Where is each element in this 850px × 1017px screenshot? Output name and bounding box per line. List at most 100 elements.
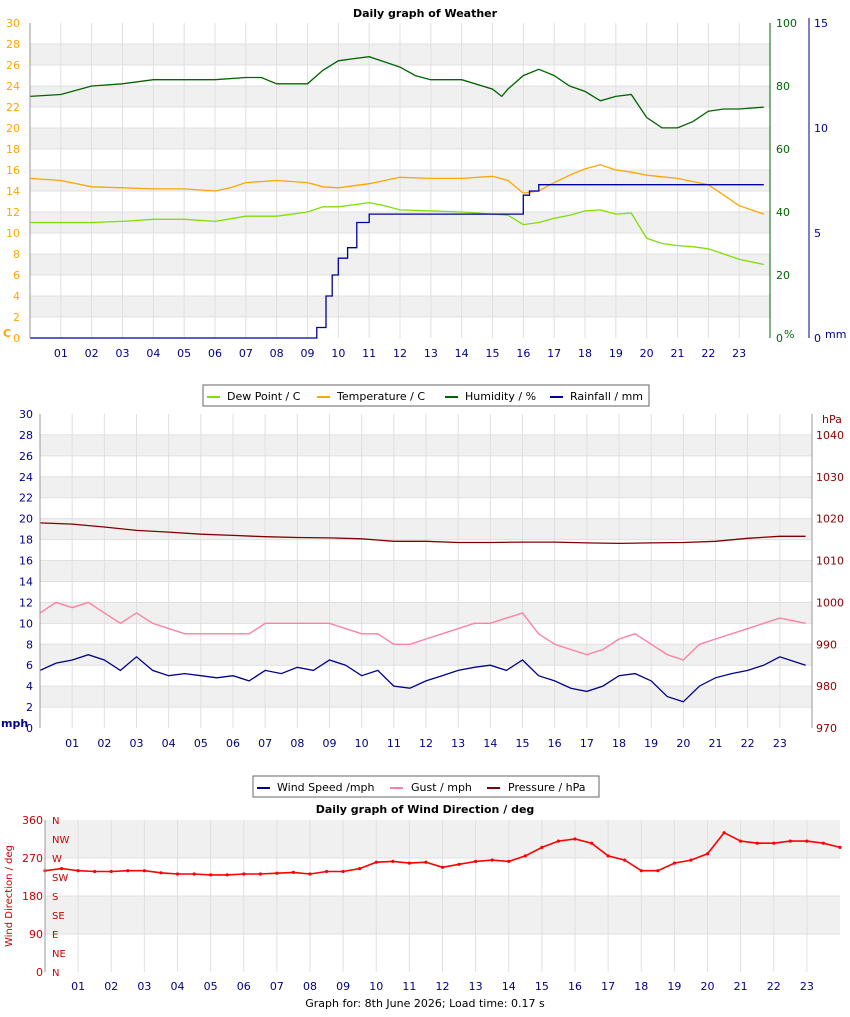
y-tick-label: 90 — [29, 928, 43, 941]
compass-label: NW — [52, 835, 69, 846]
compass-label: SE — [52, 911, 65, 922]
x-tick-label: 06 — [237, 980, 251, 993]
x-tick-label: 22 — [767, 980, 781, 993]
series-line-rainfall — [30, 184, 764, 339]
y-tick-label-pressure: 980 — [816, 680, 837, 693]
y-tick-label-left: 0 — [13, 332, 20, 345]
x-tick-label: 01 — [65, 737, 79, 750]
y-unit-humidity: % — [784, 328, 794, 341]
y-tick-label-left: 26 — [6, 59, 20, 72]
y-tick-label-rain: 0 — [814, 332, 821, 345]
x-tick-label: 01 — [71, 980, 85, 993]
x-tick-label: 16 — [568, 980, 582, 993]
y-tick-label-left: 30 — [6, 17, 20, 30]
y-tick-label-left: 20 — [19, 513, 33, 526]
y-tick-label-left: 0 — [26, 722, 33, 735]
legend-label-rainfall: Rainfall / mm — [570, 390, 643, 403]
weather-legend: Dew Point / C Temperature / C Humidity /… — [202, 384, 650, 407]
x-tick-label: 16 — [548, 737, 562, 750]
y-tick-label-rain: 10 — [814, 122, 828, 135]
compass-label: E — [52, 930, 58, 941]
compass-label: NE — [52, 949, 66, 960]
y-tick-label-left: 4 — [13, 290, 20, 303]
wind-direction-chart: Daily graph of Wind Direction / deg 01 02… — [4, 803, 842, 993]
x-tick-label: 08 — [270, 347, 284, 360]
x-tick-label: 03 — [130, 737, 144, 750]
legend-label-dew-point: Dew Point / C — [227, 390, 301, 403]
y-unit-left: mph — [1, 717, 28, 730]
x-tick-label: 13 — [469, 980, 483, 993]
legend-label-humidity: Humidity / % — [465, 390, 536, 403]
x-tick-label: 20 — [640, 347, 654, 360]
y-tick-label-left: 8 — [13, 248, 20, 261]
compass-label: SW — [52, 873, 68, 884]
x-tick-label: 02 — [97, 737, 111, 750]
y-tick-label-pressure: 1030 — [816, 471, 844, 484]
y-tick-label-pressure: 1020 — [816, 513, 844, 526]
y-tick-label-left: 20 — [6, 122, 20, 135]
y-unit-rain: mm — [825, 328, 846, 341]
x-tick-label: 08 — [290, 737, 304, 750]
x-tick-label: 07 — [239, 347, 253, 360]
x-tick-label: 19 — [609, 347, 623, 360]
y-tick-label: 180 — [22, 890, 43, 903]
x-tick-label: 12 — [393, 347, 407, 360]
y-tick-label-humidity: 80 — [776, 80, 790, 93]
x-tick-label: 23 — [800, 980, 814, 993]
y-tick-label-humidity: 100 — [776, 17, 797, 30]
x-tick-label: 05 — [204, 980, 218, 993]
y-tick-label-humidity: 0 — [776, 332, 783, 345]
x-tick-label: 13 — [424, 347, 438, 360]
weather-chart-title: Daily graph of Weather — [353, 7, 498, 20]
y-tick-label-left: 4 — [26, 680, 33, 693]
y-tick-label-humidity: 40 — [776, 206, 790, 219]
y-tick-label-pressure: 1040 — [816, 429, 844, 442]
weather-chart: Daily graph of Weather 01 02 03 04 05 06 07 08 0… — [3, 7, 846, 360]
x-tick-label: 08 — [303, 980, 317, 993]
x-tick-label: 17 — [580, 737, 594, 750]
wind-legend: Wind Speed /mph Gust / mph Pressure / hP… — [252, 775, 600, 798]
x-tick-label: 06 — [208, 347, 222, 360]
y-tick-label-left: 8 — [26, 638, 33, 651]
y-tick-label-pressure: 1010 — [816, 555, 844, 568]
x-tick-label: 15 — [486, 347, 500, 360]
y-tick-label-rain: 15 — [814, 17, 828, 30]
x-tick-label: 20 — [701, 980, 715, 993]
series-line-temperature — [29, 164, 765, 215]
x-tick-label: 14 — [455, 347, 469, 360]
y-tick-label-left: 18 — [19, 534, 33, 547]
x-tick-label: 02 — [85, 347, 99, 360]
x-tick-label: 05 — [194, 737, 208, 750]
y-tick-label: 0 — [36, 966, 43, 979]
legend-label-pressure: Pressure / hPa — [508, 781, 586, 794]
x-tick-label: 12 — [436, 980, 450, 993]
x-tick-label: 13 — [451, 737, 465, 750]
legend-label-temperature: Temperature / C — [336, 390, 425, 403]
x-tick-label: 12 — [419, 737, 433, 750]
y-tick-label-left: 12 — [6, 206, 20, 219]
y-tick-label-left: 6 — [13, 269, 20, 282]
y-tick-label-left: 24 — [6, 80, 20, 93]
y-tick-label-left: 6 — [26, 659, 33, 672]
series-line-pressure — [39, 522, 806, 545]
x-tick-label: 21 — [734, 980, 748, 993]
x-tick-label: 21 — [671, 347, 685, 360]
compass-label: W — [52, 854, 62, 865]
series-line-gust — [39, 601, 806, 661]
wind-direction-trace — [44, 831, 841, 876]
compass-label: N — [52, 968, 59, 979]
y-tick-label-pressure: 1000 — [816, 596, 844, 609]
y-tick-label-left: 14 — [6, 185, 20, 198]
x-tick-label: 18 — [634, 980, 648, 993]
y-tick-label-left: 24 — [19, 471, 33, 484]
x-tick-label: 07 — [270, 980, 284, 993]
y-tick-label: 360 — [22, 814, 43, 827]
y-tick-label-left: 28 — [19, 429, 33, 442]
y-tick-label-left: 10 — [19, 617, 33, 630]
y-tick-label-left: 12 — [19, 596, 33, 609]
x-tick-label: 06 — [226, 737, 240, 750]
y-tick-label-left: 2 — [13, 311, 20, 324]
x-tick-label: 23 — [732, 347, 746, 360]
x-tick-label: 04 — [146, 347, 160, 360]
y-axis-label: Wind Direction / deg — [4, 845, 15, 947]
